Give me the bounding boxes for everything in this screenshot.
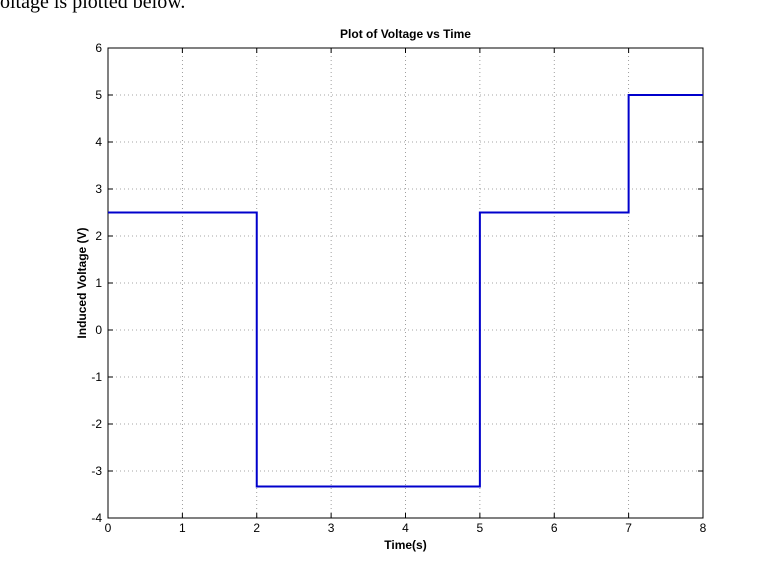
x-axis-title: Time(s) (384, 538, 426, 552)
chart-title: Plot of Voltage vs Time (340, 27, 471, 41)
y-axis-title: Induced Voltage (V) (75, 227, 89, 338)
x-tick-label: 2 (253, 521, 260, 535)
y-tick-label: -4 (91, 511, 102, 525)
y-tick-label: 2 (95, 229, 102, 243)
series-layer (108, 94, 703, 488)
x-tick-label: 3 (328, 521, 335, 535)
x-tick-label: 4 (402, 521, 409, 535)
x-tick-label: 5 (477, 521, 484, 535)
y-tick-label: 3 (95, 182, 102, 196)
x-tick-label: 0 (105, 521, 112, 535)
y-tick-label: 5 (95, 88, 102, 102)
x-tick-label: 7 (625, 521, 632, 535)
plot-area-frame (107, 47, 704, 519)
y-tick-label: -3 (91, 464, 102, 478)
y-tick-label: 0 (95, 323, 102, 337)
x-tick-label: 1 (179, 521, 186, 535)
x-tick-label: 8 (700, 521, 707, 535)
axis-ticks: 0 1 2 3 4 5 6 7 8 -4 -3 -2 -1 0 1 2 3 4 5 6 (91, 41, 706, 535)
y-tick-label: -2 (91, 417, 102, 431)
y-tick-label: -1 (91, 370, 102, 384)
x-tick-label: 6 (551, 521, 558, 535)
voltage-series-line (108, 94, 703, 488)
y-tick-label: 6 (95, 41, 102, 55)
grid (108, 48, 703, 518)
cropped-caption-text: oltage is plotted below. (0, 0, 186, 13)
y-tick-label: 4 (95, 135, 102, 149)
y-tick-label: 1 (95, 276, 102, 290)
